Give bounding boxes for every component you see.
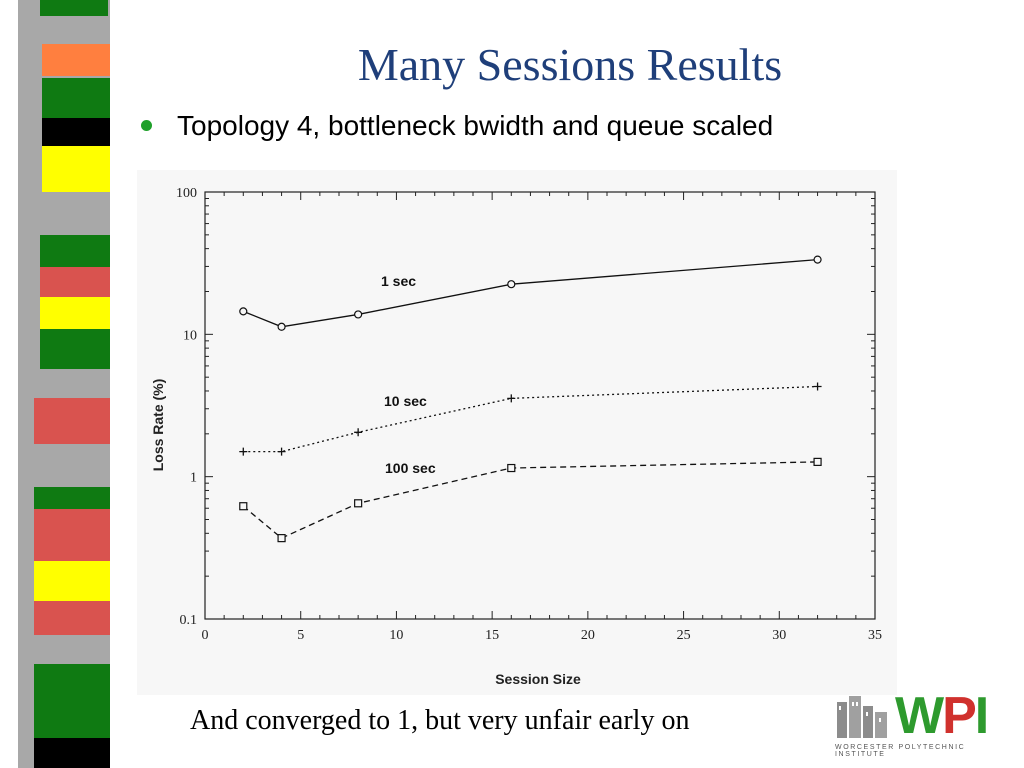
x-tick-label: 10 xyxy=(389,628,403,643)
chart-axes xyxy=(204,191,876,620)
data-point xyxy=(239,447,248,456)
y-tick-label: 1 xyxy=(190,471,197,486)
stripe-blocks xyxy=(18,0,110,768)
slide-caption: And converged to 1, but very unfair earl… xyxy=(190,705,690,736)
series-label: 10 sec xyxy=(384,393,427,409)
data-point xyxy=(354,499,363,508)
tower-icon xyxy=(837,696,887,738)
wpi-logo: WPI WORCESTER POLYTECHNIC INSTITUTE xyxy=(835,687,1015,760)
series-line-1 xyxy=(243,385,818,453)
x-tick-label: 20 xyxy=(581,628,595,643)
slide-title: Many Sessions Results xyxy=(357,39,783,90)
logo-subtitle: WORCESTER POLYTECHNIC INSTITUTE xyxy=(835,744,966,758)
data-point xyxy=(507,463,516,473)
chart-series: 1 sec 10 sec 100 sec xyxy=(239,255,822,543)
decorative-stripe xyxy=(0,0,110,768)
x-tick-label: 30 xyxy=(772,628,786,643)
chart-panel: 0 5 10 15 20 25 30 35 0.1 1 10 100 1 sec 10 sec 100 s… xyxy=(137,170,897,695)
data-point xyxy=(354,310,363,319)
y-axis-label: Loss Rate (%) xyxy=(150,379,166,472)
x-tick-label: 15 xyxy=(485,628,499,643)
x-tick-label: 5 xyxy=(297,628,304,643)
x-tick-label: 25 xyxy=(677,628,691,643)
chart-ticks: 0 5 10 15 20 25 30 35 0.1 1 10 100 xyxy=(176,186,882,643)
data-point xyxy=(277,322,286,331)
data-point xyxy=(507,280,516,289)
x-tick-label: 0 xyxy=(202,628,209,643)
series-line-2 xyxy=(242,461,818,539)
x-tick-label: 35 xyxy=(868,628,882,643)
data-point xyxy=(277,447,286,456)
plot-frame xyxy=(204,191,876,620)
data-point xyxy=(239,307,248,316)
loss-rate-chart: 0 5 10 15 20 25 30 35 0.1 1 10 100 1 sec 10 sec 100 s… xyxy=(150,186,882,687)
series-line-0 xyxy=(243,258,818,328)
y-tick-label: 10 xyxy=(183,328,197,343)
y-tick-label: 100 xyxy=(176,186,197,201)
logo-letters: WPI xyxy=(895,687,989,745)
data-point xyxy=(277,534,286,543)
x-axis-label: Session Size xyxy=(495,671,581,687)
y-tick-label: 0.1 xyxy=(180,613,198,628)
bullet-dot xyxy=(141,120,152,131)
series-label: 1 sec xyxy=(381,273,416,289)
bullet-text: Topology 4, bottleneck bwidth and queue … xyxy=(177,110,774,141)
data-point xyxy=(813,255,822,264)
series-label: 100 sec xyxy=(385,460,436,476)
data-point xyxy=(813,457,822,466)
data-point xyxy=(507,394,516,403)
data-point xyxy=(354,428,363,437)
data-point xyxy=(239,502,248,511)
data-point xyxy=(813,382,822,391)
